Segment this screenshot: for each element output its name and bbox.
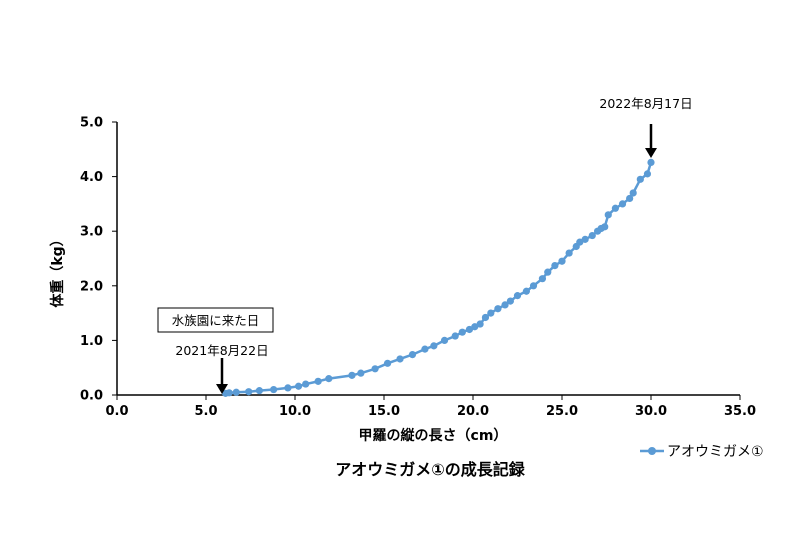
y-tick-label: 3.0	[80, 225, 103, 240]
x-tick-label: 15.0	[368, 404, 400, 419]
data-point	[408, 350, 417, 359]
arrow-start-head-icon	[216, 384, 228, 394]
data-point	[544, 268, 552, 276]
data-point	[225, 389, 233, 397]
chart-caption: アオウミガメ①の成長記録	[335, 460, 526, 479]
data-point	[302, 380, 310, 388]
data-point	[501, 301, 509, 309]
annotation-end-date: 2022年8月17日	[599, 96, 692, 111]
data-point	[643, 170, 652, 178]
y-tick-label: 1.0	[80, 334, 103, 349]
data-point	[636, 175, 644, 183]
annotation-start: 水族園に来た日 2021年8月22日	[157, 307, 274, 394]
data-point	[565, 249, 573, 257]
x-tick-label: 0.0	[105, 404, 128, 419]
data-point	[357, 369, 365, 377]
data-point	[325, 375, 333, 383]
data-point	[451, 332, 459, 340]
data-point	[476, 320, 484, 328]
series-group	[221, 158, 655, 397]
data-point	[576, 238, 584, 246]
x-tick-label: 5.0	[194, 404, 217, 419]
data-point	[506, 297, 514, 305]
data-point	[588, 231, 596, 240]
y-tick-label: 2.0	[80, 279, 103, 294]
data-point	[471, 323, 479, 331]
legend-label: アオウミガメ①	[667, 444, 764, 460]
data-point	[284, 384, 292, 392]
data-point	[383, 359, 392, 367]
y-axis-title: 体重（kg）	[49, 232, 66, 307]
data-point	[558, 257, 566, 265]
x-tick-label: 30.0	[635, 404, 667, 419]
legend: アオウミガメ①	[640, 444, 764, 460]
data-point	[538, 275, 547, 283]
data-point	[314, 377, 322, 385]
data-point	[494, 305, 502, 313]
x-axis-title: 甲羅の縦の長さ（cm）	[359, 427, 508, 444]
y-tick-label: 5.0	[80, 116, 103, 131]
data-point	[626, 194, 634, 203]
data-point	[647, 158, 655, 167]
data-point	[458, 328, 466, 336]
plot-area: 0.0 5.0 10.0 15.0 20.0 25.0 30.0 35.0 0.0 1.0 2.0…	[80, 116, 756, 420]
data-point	[465, 325, 474, 334]
data-point	[396, 355, 404, 363]
data-point	[487, 309, 495, 317]
y-tick-label: 0.0	[80, 389, 103, 404]
x-axis-ticks: 0.0 5.0 10.0 15.0 20.0 25.0 30.0 35.0	[105, 395, 756, 419]
data-point	[481, 313, 490, 322]
y-axis-ticks: 0.0 1.0 2.0 3.0 4.0 5.0	[80, 116, 117, 404]
data-point	[513, 292, 522, 300]
data-point	[604, 211, 612, 219]
legend-marker-icon	[648, 447, 656, 455]
annotation-box	[157, 307, 274, 333]
data-point	[581, 235, 589, 243]
data-point	[371, 365, 379, 373]
data-point	[255, 387, 263, 395]
data-point	[618, 200, 627, 208]
y-tick-label: 4.0	[80, 170, 103, 185]
data-point	[529, 282, 538, 290]
data-point	[232, 388, 240, 396]
x-tick-label: 25.0	[546, 404, 578, 419]
annotation-box-label: 水族園に来た日	[172, 313, 260, 328]
data-point	[611, 204, 620, 212]
data-point	[522, 287, 531, 295]
data-point	[348, 371, 356, 379]
data-point	[551, 261, 559, 270]
data-point	[421, 345, 429, 353]
series-line	[225, 162, 653, 395]
data-point	[440, 336, 449, 344]
annotation-end: 2022年8月17日	[599, 96, 693, 158]
data-point	[294, 382, 303, 390]
x-tick-label: 10.0	[279, 404, 311, 419]
arrow-end-head-icon	[645, 148, 657, 158]
annotation-start-date: 2021年8月22日	[175, 343, 268, 358]
x-tick-label: 20.0	[457, 404, 489, 419]
data-point	[245, 388, 253, 396]
data-point	[430, 342, 438, 350]
data-point	[629, 189, 637, 197]
data-point	[270, 385, 278, 394]
x-tick-label: 35.0	[724, 404, 756, 419]
data-point	[601, 223, 609, 231]
